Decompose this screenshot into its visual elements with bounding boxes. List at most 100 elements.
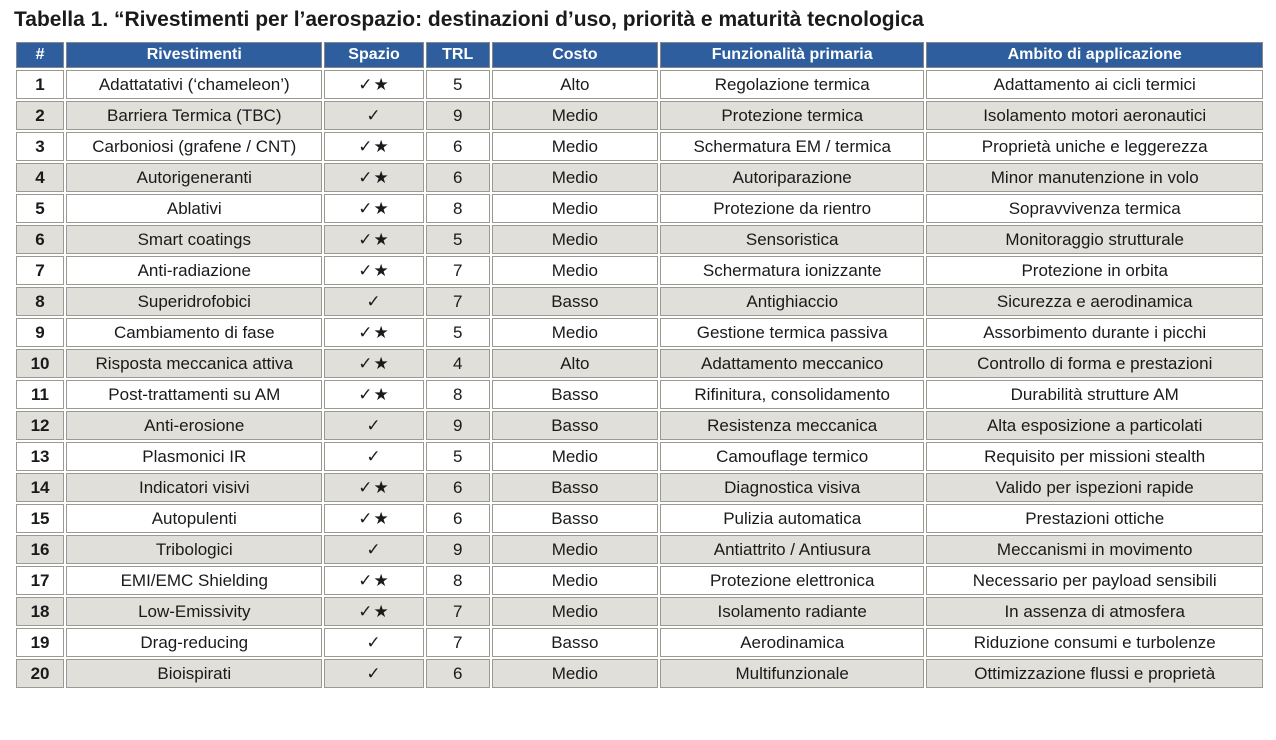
cell-funzionalita: Schermatura EM / termica [659, 132, 925, 161]
cell-ambito: Controllo di forma e prestazioni [926, 349, 1263, 378]
cell-ambito: Sopravvivenza termica [926, 194, 1263, 223]
cell-num: 15 [16, 504, 65, 533]
cell-trl: 5 [425, 442, 490, 471]
cell-funzionalita: Schermatura ionizzante [659, 256, 925, 285]
cell-spazio: ✓★ [324, 597, 424, 626]
table-body: 1 Adattatativi (‘chameleon’) ✓★ 5 Alto Regola… [16, 70, 1263, 688]
cell-ambito: In assenza di atmosfera [926, 597, 1263, 626]
cell-funzionalita: Gestione termica passiva [659, 318, 925, 347]
cell-rivestimento: Anti-radiazione [66, 256, 323, 285]
cell-funzionalita: Diagnostica visiva [659, 473, 925, 502]
cell-costo: Medio [491, 163, 658, 192]
cell-rivestimento: Bioispirati [66, 659, 323, 688]
cell-num: 6 [16, 225, 65, 254]
cell-ambito: Proprietà uniche e leggerezza [926, 132, 1263, 161]
cell-spazio: ✓★ [324, 132, 424, 161]
cell-ambito: Sicurezza e aerodinamica [926, 287, 1263, 316]
cell-spazio: ✓ [324, 442, 424, 471]
cell-funzionalita: Autoriparazione [659, 163, 925, 192]
header-row: # Rivestimenti Spazio TRL Costo Funzionalità … [16, 42, 1263, 68]
cell-trl: 7 [425, 287, 490, 316]
cell-trl: 9 [425, 411, 490, 440]
cell-costo: Alto [491, 349, 658, 378]
cell-costo: Alto [491, 70, 658, 99]
cell-trl: 6 [425, 163, 490, 192]
cell-spazio: ✓ [324, 628, 424, 657]
table-row: 19 Drag-reducing ✓ 7 Basso Aerodinamica Riduzi… [16, 628, 1263, 657]
cell-funzionalita: Regolazione termica [659, 70, 925, 99]
cell-ambito: Valido per ispezioni rapide [926, 473, 1263, 502]
table-row: 15 Autopulenti ✓★ 6 Basso Pulizia automatica P… [16, 504, 1263, 533]
table-row: 12 Anti-erosione ✓ 9 Basso Resistenza meccani… [16, 411, 1263, 440]
cell-funzionalita: Pulizia automatica [659, 504, 925, 533]
cell-ambito: Adattamento ai cicli termici [926, 70, 1263, 99]
cell-rivestimento: Anti-erosione [66, 411, 323, 440]
cell-spazio: ✓★ [324, 504, 424, 533]
cell-costo: Medio [491, 318, 658, 347]
cell-num: 7 [16, 256, 65, 285]
column-header-rivestimento: Rivestimenti [66, 42, 323, 68]
table-row: 6 Smart coatings ✓★ 5 Medio Sensoristica Monit… [16, 225, 1263, 254]
cell-costo: Basso [491, 473, 658, 502]
table-row: 11 Post-trattamenti su AM ✓★ 8 Basso Rifinitu… [16, 380, 1263, 409]
cell-costo: Medio [491, 659, 658, 688]
cell-num: 5 [16, 194, 65, 223]
table-row: 1 Adattatativi (‘chameleon’) ✓★ 5 Alto Regola… [16, 70, 1263, 99]
cell-funzionalita: Adattamento meccanico [659, 349, 925, 378]
cell-num: 1 [16, 70, 65, 99]
cell-costo: Medio [491, 597, 658, 626]
cell-num: 19 [16, 628, 65, 657]
column-header-ambito: Ambito di applicazione [926, 42, 1263, 68]
cell-ambito: Necessario per payload sensibili [926, 566, 1263, 595]
cell-num: 20 [16, 659, 65, 688]
cell-spazio: ✓★ [324, 225, 424, 254]
cell-costo: Medio [491, 225, 658, 254]
cell-rivestimento: Ablativi [66, 194, 323, 223]
cell-num: 9 [16, 318, 65, 347]
cell-costo: Basso [491, 628, 658, 657]
cell-spazio: ✓★ [324, 380, 424, 409]
cell-num: 17 [16, 566, 65, 595]
table-row: 17 EMI/EMC Shielding ✓★ 8 Medio Protezione el… [16, 566, 1263, 595]
cell-ambito: Minor manutenzione in volo [926, 163, 1263, 192]
cell-spazio: ✓★ [324, 194, 424, 223]
cell-costo: Medio [491, 535, 658, 564]
cell-costo: Medio [491, 132, 658, 161]
table-row: 4 Autorigeneranti ✓★ 6 Medio Autoriparazione M… [16, 163, 1263, 192]
cell-num: 2 [16, 101, 65, 130]
cell-rivestimento: Autopulenti [66, 504, 323, 533]
table-row: 16 Tribologici ✓ 9 Medio Antiattrito / Antius… [16, 535, 1263, 564]
cell-ambito: Requisito per missioni stealth [926, 442, 1263, 471]
cell-funzionalita: Sensoristica [659, 225, 925, 254]
cell-trl: 6 [425, 659, 490, 688]
cell-costo: Medio [491, 442, 658, 471]
cell-funzionalita: Rifinitura, consolidamento [659, 380, 925, 409]
cell-spazio: ✓★ [324, 318, 424, 347]
cell-spazio: ✓★ [324, 163, 424, 192]
coatings-table: # Rivestimenti Spazio TRL Costo Funzionalità … [14, 40, 1265, 690]
cell-costo: Medio [491, 101, 658, 130]
cell-funzionalita: Antiattrito / Antiusura [659, 535, 925, 564]
cell-rivestimento: Superidrofobici [66, 287, 323, 316]
cell-spazio: ✓ [324, 535, 424, 564]
cell-spazio: ✓★ [324, 256, 424, 285]
table-header: # Rivestimenti Spazio TRL Costo Funzionalità … [16, 42, 1263, 68]
cell-funzionalita: Aerodinamica [659, 628, 925, 657]
column-header-num: # [16, 42, 65, 68]
column-header-spazio: Spazio [324, 42, 424, 68]
cell-costo: Medio [491, 194, 658, 223]
cell-trl: 7 [425, 597, 490, 626]
cell-ambito: Durabilità strutture AM [926, 380, 1263, 409]
cell-trl: 8 [425, 194, 490, 223]
cell-rivestimento: Smart coatings [66, 225, 323, 254]
cell-ambito: Meccanismi in movimento [926, 535, 1263, 564]
cell-trl: 6 [425, 132, 490, 161]
cell-spazio: ✓ [324, 101, 424, 130]
cell-rivestimento: Adattatativi (‘chameleon’) [66, 70, 323, 99]
cell-ambito: Monitoraggio strutturale [926, 225, 1263, 254]
column-header-trl: TRL [425, 42, 490, 68]
table-row: 14 Indicatori visivi ✓★ 6 Basso Diagnostica v… [16, 473, 1263, 502]
cell-rivestimento: EMI/EMC Shielding [66, 566, 323, 595]
table-row: 13 Plasmonici IR ✓ 5 Medio Camouflage termico… [16, 442, 1263, 471]
